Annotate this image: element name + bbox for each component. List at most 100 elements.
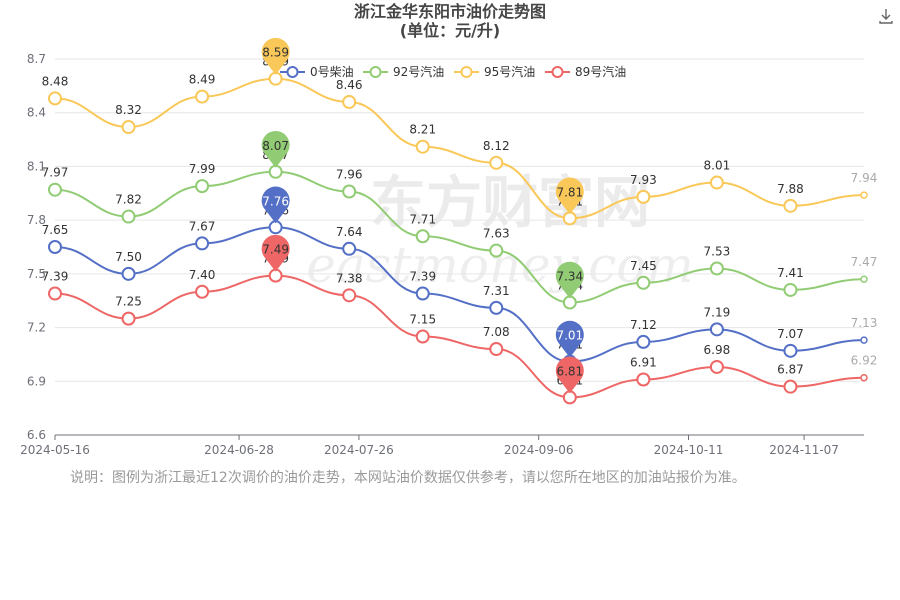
legend-symbol [369, 66, 382, 78]
data-label: 7.93 [630, 173, 657, 187]
x-tick-label: 2024-05-16 [20, 443, 90, 457]
legend-label: 92号汽油 [393, 64, 444, 79]
data-point [709, 322, 724, 337]
marker-pin: 7.76 [261, 186, 290, 224]
y-tick-label: 7.5 [27, 267, 46, 281]
watermark-cn: 东方财富网 [370, 171, 650, 236]
data-point [860, 275, 868, 283]
marker-pin: 7.81 [555, 177, 584, 215]
y-tick-label: 8.4 [27, 106, 46, 120]
data-point [415, 229, 430, 244]
y-tick-label: 8.7 [27, 52, 46, 66]
legend-label: 89号汽油 [575, 64, 626, 79]
data-label: 7.41 [777, 266, 804, 280]
data-point [489, 300, 504, 315]
y-tick-label: 7.2 [27, 321, 46, 335]
data-label: 8.49 [189, 73, 216, 87]
data-point [860, 336, 868, 344]
data-label: 7.97 [42, 166, 69, 180]
legend-symbol [286, 66, 299, 78]
x-tick-label: 2024-07-26 [324, 443, 394, 457]
y-tick-label: 7.8 [27, 213, 46, 227]
data-point [709, 261, 724, 276]
marker-pin-shape [555, 356, 584, 394]
data-point [709, 175, 724, 190]
marker-label: 7.01 [556, 329, 583, 343]
line-chart: 东方财富网eastmoney.com6.66.97.27.57.88.18.48… [20, 37, 878, 457]
legend-label: 0号柴油 [310, 65, 354, 79]
data-label: 8.32 [115, 103, 142, 117]
legend-item[interactable]: 0号柴油 [280, 65, 354, 79]
data-point [195, 284, 210, 299]
data-label: 6.91 [630, 355, 657, 369]
data-point [415, 286, 430, 301]
data-point [48, 240, 62, 254]
data-label: 7.71 [409, 212, 436, 226]
data-label: 6.92 [851, 354, 878, 368]
data-point [342, 184, 357, 199]
data-label: 6.87 [777, 363, 804, 377]
legend-item[interactable]: 95号汽油 [454, 64, 535, 79]
data-label: 7.88 [777, 182, 804, 196]
data-label: 7.45 [630, 259, 657, 273]
marker-label: 7.49 [262, 243, 289, 257]
data-label: 8.12 [483, 139, 510, 153]
data-point [636, 275, 651, 290]
marker-label: 8.59 [262, 46, 289, 60]
marker-pin: 6.81 [555, 356, 584, 394]
data-label: 8.48 [42, 74, 69, 88]
chart-title: 浙江金华东阳市油价走势图 [353, 2, 546, 21]
marker-pin-shape [261, 37, 290, 75]
download-icon[interactable] [876, 6, 896, 26]
marker-label: 7.76 [262, 194, 289, 208]
data-point [121, 266, 136, 281]
data-point [709, 359, 724, 374]
data-label: 7.99 [189, 162, 216, 176]
data-label: 7.64 [336, 225, 363, 239]
data-point [48, 182, 62, 197]
chart-title-block: 浙江金华东阳市油价走势图 (单位：元/升) [0, 2, 900, 40]
data-point [783, 379, 798, 394]
data-point [195, 179, 210, 194]
x-tick-label: 2024-10-11 [654, 443, 724, 457]
data-point [415, 329, 430, 344]
data-point [121, 120, 136, 135]
data-label: 7.47 [851, 255, 878, 269]
data-label: 7.40 [189, 268, 216, 282]
legend-label: 95号汽油 [484, 64, 535, 79]
marker-pin-shape [555, 177, 584, 215]
data-label: 7.31 [483, 284, 510, 298]
data-label: 8.46 [336, 78, 363, 92]
data-point [783, 343, 798, 358]
data-label: 8.21 [409, 123, 436, 137]
data-point [195, 89, 210, 104]
data-point [415, 139, 430, 154]
data-label: 7.39 [42, 270, 69, 284]
marker-pin: 8.07 [261, 131, 290, 168]
chart-note: 说明：图例为浙江最近12次调价的油价走势，本网站油价数据仅供参考，请以您所在地区… [70, 470, 746, 486]
data-label: 7.15 [409, 313, 436, 327]
data-label: 6.98 [704, 343, 731, 357]
data-point [860, 191, 868, 199]
data-label: 7.96 [336, 167, 363, 181]
legend: 0号柴油 92号汽油 95号汽油 89号汽油 [280, 64, 626, 79]
data-label: 7.67 [189, 219, 216, 233]
marker-pin: 7.01 [555, 320, 584, 358]
data-point [783, 198, 798, 213]
marker-label: 7.34 [556, 270, 583, 284]
legend-symbol [551, 66, 564, 78]
legend-item[interactable]: 92号汽油 [363, 64, 444, 79]
data-point [121, 209, 136, 224]
data-label: 7.50 [115, 250, 142, 264]
legend-item[interactable]: 89号汽油 [545, 64, 626, 79]
marker-pin: 7.34 [555, 261, 584, 299]
data-label: 7.07 [777, 327, 804, 341]
data-point [489, 342, 504, 357]
marker-label: 6.81 [556, 364, 583, 378]
data-label: 7.94 [851, 171, 878, 185]
data-label: 7.65 [42, 223, 69, 237]
y-tick-label: 8.1 [27, 159, 46, 173]
marker-pin: 8.59 [261, 37, 290, 75]
data-point [121, 311, 136, 326]
marker-pin: 7.49 [261, 234, 290, 272]
